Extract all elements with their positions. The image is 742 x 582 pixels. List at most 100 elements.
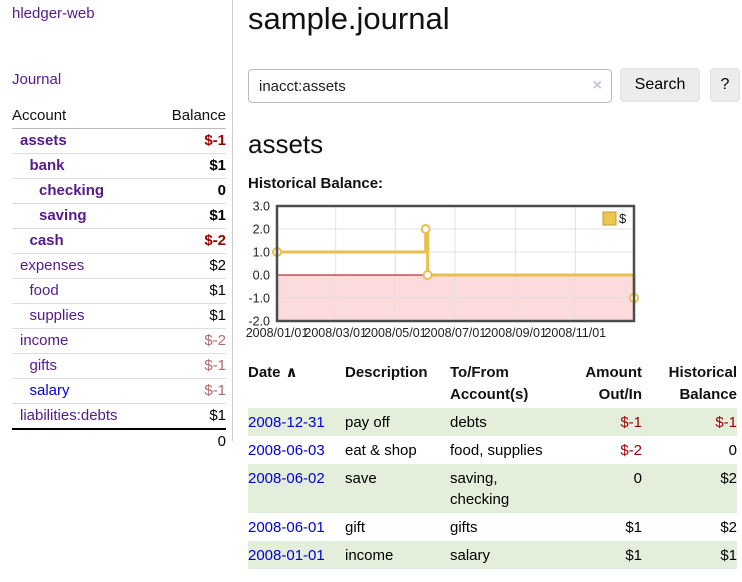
balance-cell: $2 (720, 519, 737, 536)
chart-legend-label: $ (619, 211, 627, 226)
accounts-total-value: 0 (217, 433, 226, 450)
accounts-cell: gifts (450, 519, 478, 536)
account-link-food[interactable]: food (29, 282, 59, 299)
account-row: saving $1 (12, 204, 226, 229)
x-axis-tick-label: 2008/01/01 (246, 326, 309, 340)
account-balance: $-1 (204, 357, 226, 374)
account-row: assets $-1 (12, 129, 226, 154)
chart-marker (422, 270, 433, 280)
column-header: Historical Balance (642, 362, 737, 408)
transaction-date-link[interactable]: 2008-06-01 (248, 519, 325, 536)
account-row: bank $1 (12, 154, 226, 179)
account-balance: $-1 (204, 132, 226, 149)
y-axis-tick-label: -1.0 (248, 292, 270, 306)
account-row: checking 0 (12, 179, 226, 204)
account-link-gifts[interactable]: gifts (29, 357, 58, 374)
x-axis-tick-label: 2008/09/01 (484, 326, 547, 340)
accounts-cell: debts (450, 408, 562, 436)
transaction-date-link[interactable]: 2008-12-31 (248, 414, 325, 431)
account-balance: 0 (217, 182, 226, 199)
search-form: × (248, 69, 612, 103)
account-link-assets[interactable]: assets (20, 132, 67, 149)
y-axis-tick-label: 2.0 (253, 223, 270, 237)
journal-link[interactable]: Journal (12, 71, 62, 88)
transaction-row: 2008-06-02 save saving, checking 0 $2 (248, 464, 737, 513)
account-link-cash[interactable]: cash (29, 232, 64, 249)
transactions-header-row: Date ∧ Description To/From Account(s) Amount O… (248, 362, 737, 408)
accounts-table: Account Balance assets $-1 bank $1 checking 0… (12, 103, 226, 454)
date-cell: 2008-06-01 (248, 513, 345, 541)
column-header-label: Description (345, 364, 428, 381)
column-header-label: Out/In (598, 386, 642, 403)
account-balance: $1 (209, 407, 226, 424)
clear-search-icon[interactable]: × (592, 77, 602, 94)
y-axis-tick-label: 1.0 (253, 246, 270, 260)
column-header[interactable]: Date ∧ (248, 362, 345, 408)
chart-legend-swatch (602, 211, 617, 226)
accounts-cell: food, supplies (450, 442, 543, 459)
account-row: liabilities:debts $1 (12, 404, 226, 428)
account-link-liabilities-debts[interactable]: liabilities:debts (20, 407, 118, 424)
amount-cell: $-1 (562, 408, 642, 436)
help-button[interactable]: ? (710, 68, 740, 102)
transaction-date-link[interactable]: 2008-06-03 (248, 442, 325, 459)
y-axis-tick-label: -2.0 (248, 315, 270, 329)
transactions-table: Date ∧ Description To/From Account(s) Amount O… (248, 362, 737, 569)
transaction-row: 2008-06-01 gift gifts $1 $2 (248, 513, 737, 541)
column-header: Amount Out/In (562, 362, 642, 408)
transaction-date-link[interactable]: 2008-06-02 (248, 470, 325, 487)
account-balance: $1 (209, 282, 226, 299)
accounts-total-row: 0 (12, 428, 226, 454)
accounts-header-balance: Balance (171, 107, 226, 124)
balance-cell: $1 (642, 541, 737, 569)
app-title-link[interactable]: hledger-web (12, 5, 95, 22)
account-balance: $2 (209, 257, 226, 274)
account-link-checking[interactable]: checking (39, 182, 105, 199)
description-cell: pay off (345, 408, 450, 436)
accounts-header-account: Account (12, 107, 67, 124)
sort-asc-icon[interactable]: ∧ (285, 364, 298, 381)
x-axis-tick-label: 2008/11/01 (544, 326, 606, 340)
account-row: gifts $-1 (12, 354, 226, 379)
chart-border (275, 204, 636, 323)
column-header-label: Amount (585, 364, 642, 381)
balance-cell: $2 (642, 464, 737, 513)
account-link-bank[interactable]: bank (29, 157, 65, 174)
balance-cell: 0 (728, 442, 737, 459)
sidebar: hledger-web Journal Account Balance asse… (0, 0, 233, 450)
account-balance: $-1 (204, 382, 226, 399)
account-link-supplies[interactable]: supplies (29, 307, 85, 324)
description-cell: save (345, 464, 450, 513)
accounts-header-row: Account Balance (12, 103, 226, 129)
account-row: cash $-2 (12, 229, 226, 254)
account-row: food $1 (12, 279, 226, 304)
account-row: supplies $1 (12, 304, 226, 329)
transaction-date-link[interactable]: 2008-01-01 (248, 547, 325, 564)
date-cell: 2008-06-03 (248, 436, 345, 464)
x-axis-tick-label: 2008/05/01 (364, 326, 427, 340)
accounts-cell: salary (450, 541, 562, 569)
balance-cell: $-1 (642, 408, 737, 436)
x-axis-tick-label: 2008/03/01 (304, 326, 367, 340)
transaction-row: 2008-06-03 eat & shop food, supplies $-2 0 (248, 436, 737, 464)
column-header-label: To/From (450, 364, 509, 381)
search-input[interactable] (248, 69, 612, 103)
account-row: income $-2 (12, 329, 226, 354)
date-cell: 2008-06-02 (248, 464, 345, 513)
column-header: Description (345, 362, 450, 408)
account-link-salary[interactable]: salary (29, 382, 70, 399)
account-heading: assets (248, 129, 324, 159)
account-link-income[interactable]: income (20, 332, 69, 349)
transaction-row: 2008-12-31 pay off debts $-1 $-1 (248, 408, 737, 436)
account-balance: $1 (209, 157, 226, 174)
date-cell: 2008-12-31 (248, 408, 345, 436)
account-link-expenses[interactable]: expenses (20, 257, 85, 274)
search-button[interactable]: Search (620, 68, 700, 102)
amount-cell: 0 (562, 464, 642, 513)
account-link-saving[interactable]: saving (39, 207, 87, 224)
chart-svg: $3.0 2.0 1.0 0.0 -1.0 -2.02008/01/012008/03/0… (246, 200, 639, 340)
account-row: expenses $2 (12, 254, 226, 279)
y-axis-tick-label: 3.0 (253, 200, 270, 214)
chart-marker (420, 224, 431, 234)
historical-balance-chart: $3.0 2.0 1.0 0.0 -1.0 -2.0 2008/01/01 2008/03/0… (244, 200, 642, 344)
